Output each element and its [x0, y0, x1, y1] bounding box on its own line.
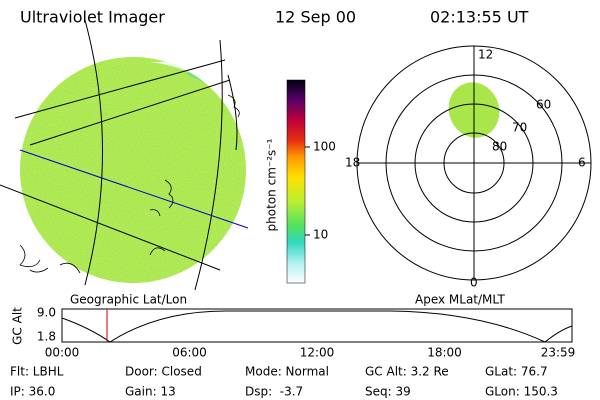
- lat-label: 70: [512, 121, 527, 135]
- status-field: Mode: Normal: [245, 365, 329, 379]
- mlt-label: 18: [345, 156, 360, 170]
- status-field: Seq: 39: [365, 385, 411, 399]
- caption: Geographic Lat/Lon: [70, 293, 187, 307]
- polar-plot: [356, 45, 592, 281]
- geo-grid: [0, 19, 238, 291]
- colorbar-label: photon cm⁻²s⁻¹: [265, 138, 279, 231]
- orbit-ytick: 1.8: [37, 330, 56, 344]
- status-field: Flt: LBHL: [10, 365, 64, 379]
- status-field: GLat: 76.7: [485, 365, 548, 379]
- orbit-frame: [61, 308, 573, 343]
- colorbar-tick-label: 100: [313, 140, 336, 154]
- mlt-label: 0: [470, 276, 478, 290]
- orbit-ylabel: GC Alt: [11, 307, 25, 345]
- status-field: Gain: 13: [125, 385, 176, 399]
- status-field: GLon: 150.3: [485, 385, 558, 399]
- time: 02:13:55 UT: [430, 8, 529, 27]
- orbit-xtick: 18:00: [427, 346, 462, 360]
- mlt-label: 6: [578, 156, 586, 170]
- orbit-ytick: 9.0: [37, 306, 56, 320]
- colorbar: [286, 79, 306, 284]
- status-field: Door: Closed: [125, 365, 202, 379]
- date: 12 Sep 00: [275, 8, 356, 27]
- orbit-altitude-curve: [61, 310, 573, 343]
- orbit-xtick: 12:00: [300, 346, 335, 360]
- coastlines: [19, 94, 240, 274]
- earth-image: [20, 57, 246, 283]
- colorbar-tick-label: 10: [313, 228, 328, 242]
- geo-grid-blue: [19, 149, 249, 229]
- lat-label: 60: [536, 98, 551, 112]
- status-field: Dsp: -3.7: [245, 385, 303, 399]
- orbit-xtick: 23:59: [541, 346, 576, 360]
- caption: Apex MLat/MLT: [415, 293, 505, 307]
- orbit-xtick: 00:00: [45, 346, 80, 360]
- lat-label: 80: [492, 140, 507, 154]
- orbit-xtick: 06:00: [172, 346, 207, 360]
- title: Ultraviolet Imager: [20, 8, 165, 27]
- mlt-label: 12: [478, 48, 493, 62]
- status-field: IP: 36.0: [10, 385, 55, 399]
- status-field: GC Alt: 3.2 Re: [365, 365, 449, 379]
